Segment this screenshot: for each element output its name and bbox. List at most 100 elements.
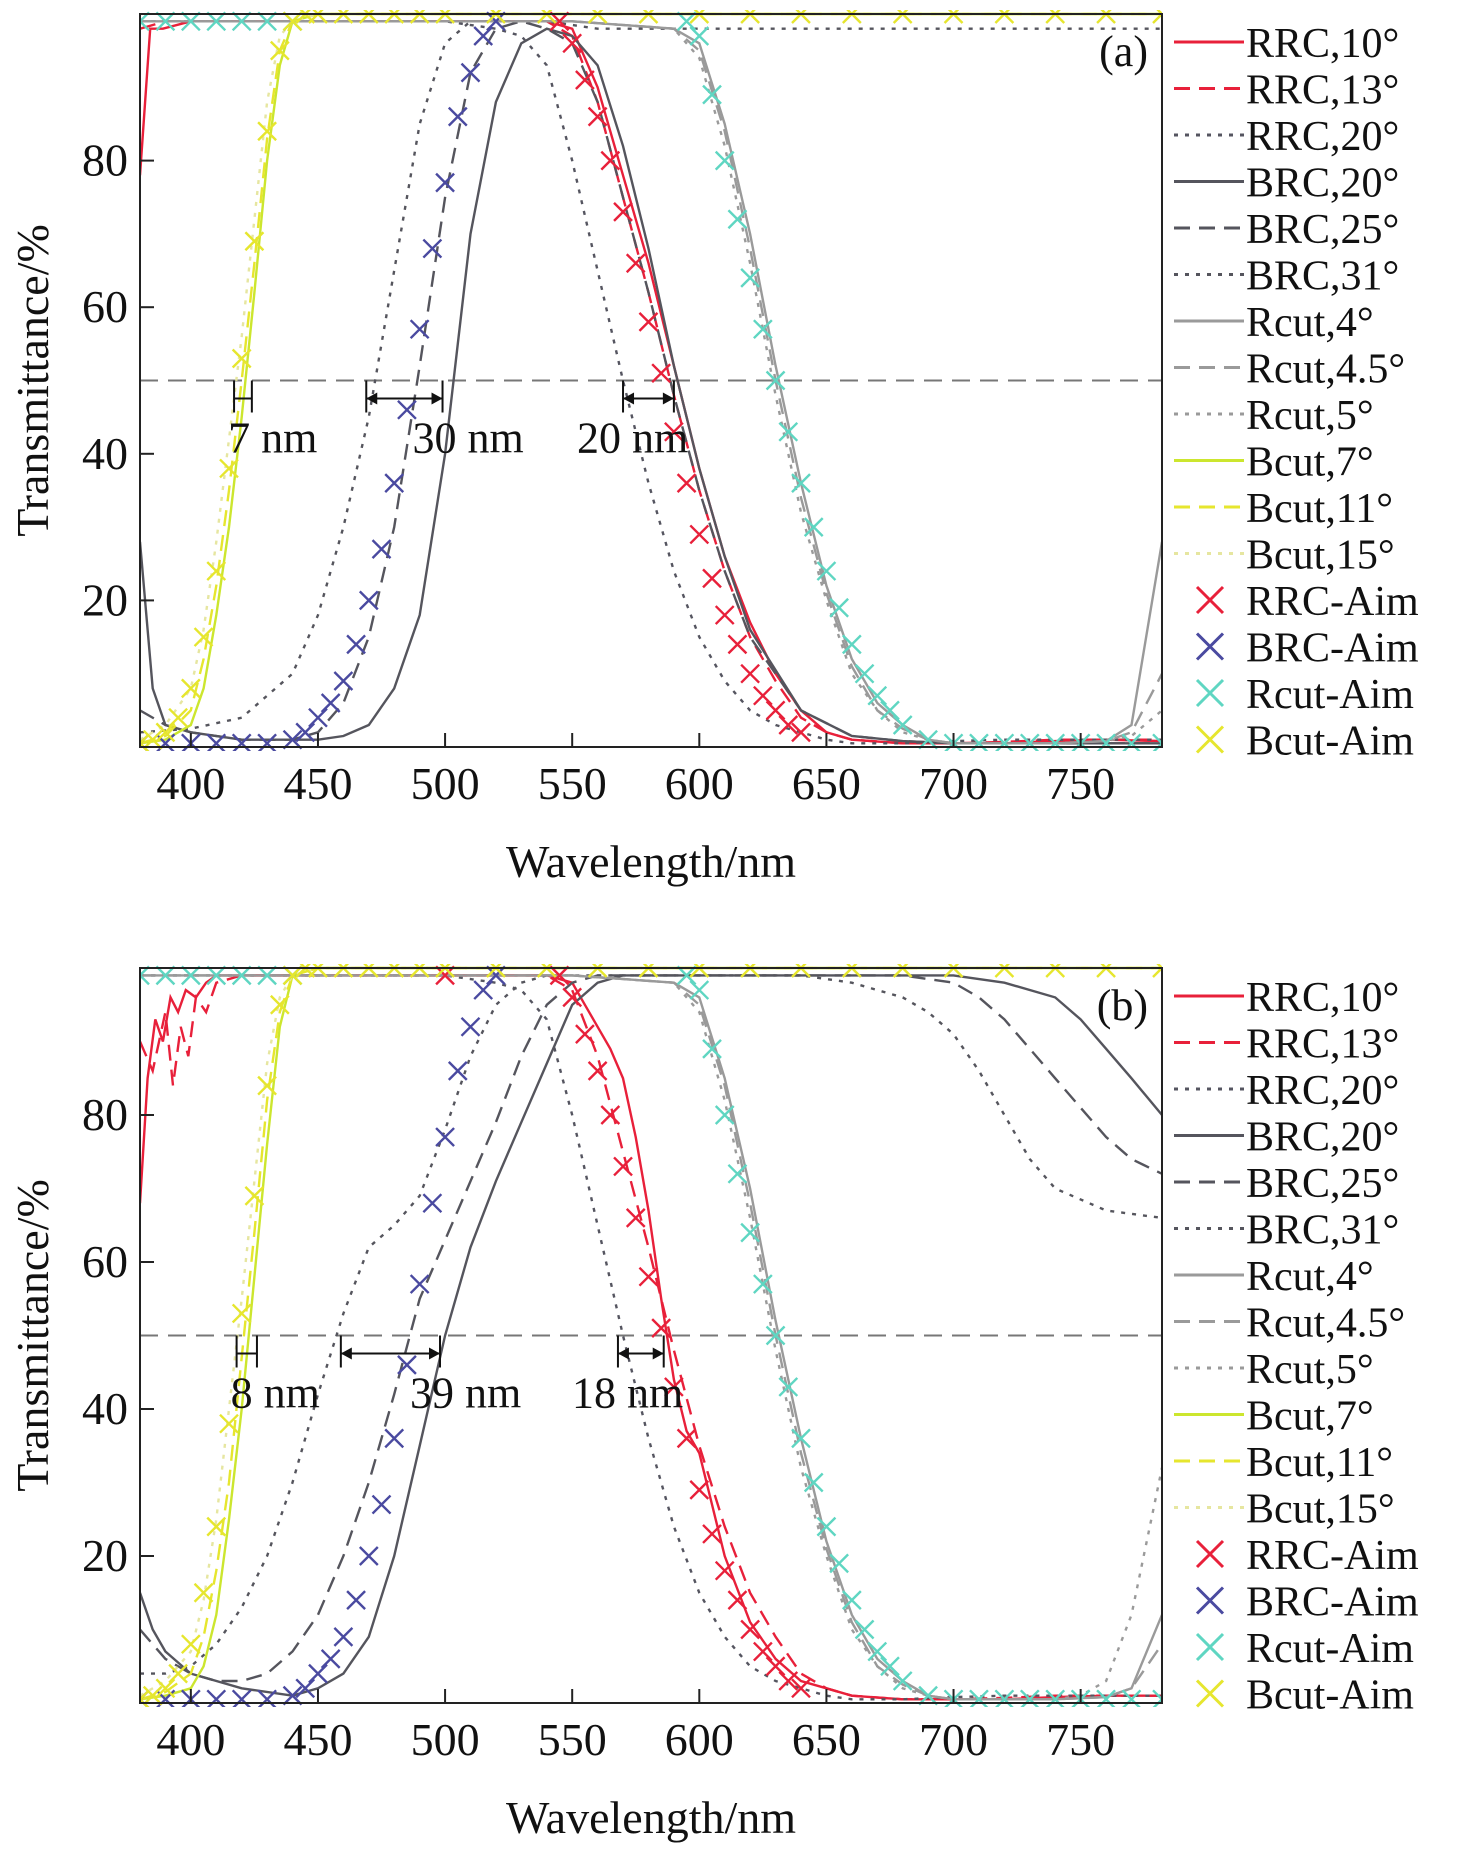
data-point [651,1318,672,1338]
data-point [282,1685,303,1706]
data-point [1121,1689,1142,1707]
data-point [892,1671,913,1691]
legend-marker [1195,632,1225,661]
legend-item-rrc-10: RRC,10° [1174,975,1399,1021]
legend-label: BRC-Aim [1246,1580,1419,1626]
y-axis-title: Transmittance/% [7,1179,58,1492]
data-point [231,1303,252,1324]
legend-label: Bcut,7° [1246,1394,1374,1440]
data-point [1121,733,1142,751]
x-axis-title: Wavelength/nm [506,836,796,887]
series-line-rcut-4 [140,974,1162,1701]
data-point [231,11,252,32]
data-point [892,715,913,735]
series-line-rrc-20 [140,20,1162,745]
data-point [486,11,506,32]
legend-item-rcut-4-5: Rcut,4.5° [1174,1301,1405,1347]
data-point [562,987,583,1008]
data-point [257,1689,277,1707]
data-point [702,1039,722,1059]
data-point [791,1428,811,1449]
data-point [854,1619,875,1640]
legend-item-rcut-5: Rcut,5° [1174,1347,1374,1393]
data-point [740,1222,760,1243]
series-line-bcut-15 [140,966,1162,1697]
data-point [549,11,570,32]
data-point [333,671,354,691]
data-point [714,1560,735,1581]
data-point [994,1689,1015,1707]
width-annotation-label: 7 nm [228,414,317,463]
data-point [613,202,633,222]
legend-label: BRC,25° [1246,1161,1399,1207]
series-line-rrc-10 [140,974,1162,1701]
series-markers-rcut-aim [140,965,1162,1707]
data-point [308,707,328,728]
data-point [969,733,989,751]
data-point [358,1546,379,1566]
data-point [371,539,392,559]
data-point [371,1494,392,1515]
data-point [320,693,341,713]
series-line-bcut-7 [140,12,1162,745]
plot-area [140,964,1162,1707]
data-point [765,700,786,721]
legend-label: Bcut,11° [1246,1440,1393,1486]
legend-item-rcut-aim: Rcut-Aim [1195,672,1414,718]
data-point [638,1266,659,1287]
data-point [994,733,1015,751]
x-axis-title: Wavelength/nm [506,1792,796,1843]
data-point [206,11,227,32]
width-annotation-label: 30 nm [413,414,524,463]
data-point [219,458,239,479]
width-annotation: 7 nm [228,380,317,463]
data-point [778,1671,799,1691]
series-line-rrc-10 [140,20,1162,745]
width-annotation-label: 18 nm [572,1369,683,1418]
series-markers-bcut-aim [140,10,1162,751]
legend-label: Rcut-Aim [1246,1626,1414,1672]
legend-item-brc-31: BRC,31° [1174,1208,1399,1254]
series-line-brc-25 [140,20,1162,745]
legend-item-bcut-15: Bcut,15° [1174,1487,1395,1533]
x-tick-label: 550 [538,758,607,809]
data-point [257,1075,277,1096]
x-tick-label: 600 [665,758,734,809]
series-markers-brc-aim [140,11,506,751]
data-point [803,1472,824,1493]
width-annotation-label: 20 nm [577,414,688,463]
data-point [1045,733,1066,751]
legend-item-bcut-15: Bcut,15° [1174,533,1395,579]
data-point [206,733,227,751]
data-point [587,106,608,127]
panel-a: 400 450 500 550 600 650 700 750 20 40 60 80 Waveleng… [7,10,1419,887]
data-point [778,715,799,735]
legend-item-brc-31: BRC,31° [1174,254,1399,300]
data-point [269,40,290,61]
data-point [231,733,252,751]
data-point [689,1480,710,1500]
data-point [727,634,748,655]
data-point [231,1689,252,1707]
data-point [358,590,379,611]
data-point [257,121,277,142]
legend-label: Rcut,4.5° [1246,1301,1405,1347]
data-point [625,1208,646,1228]
data-point [257,11,277,32]
data-point [155,965,176,986]
y-axis-title: Transmittance/% [7,224,58,537]
width-annotation-label: 39 nm [410,1369,521,1418]
data-point [435,965,455,986]
width-annotation: 8 nm [231,1335,320,1418]
data-point [308,1663,328,1684]
data-point [409,1274,430,1294]
data-point [829,1553,849,1574]
legend-item-rrc-10: RRC,10° [1174,21,1399,67]
series-markers-rcut-aim [140,11,1162,751]
data-point [587,1061,608,1081]
legend-marker [1195,1679,1225,1708]
data-point [142,729,163,750]
plot-frame [139,967,1163,1704]
data-point [562,33,583,54]
data-point [384,473,405,493]
